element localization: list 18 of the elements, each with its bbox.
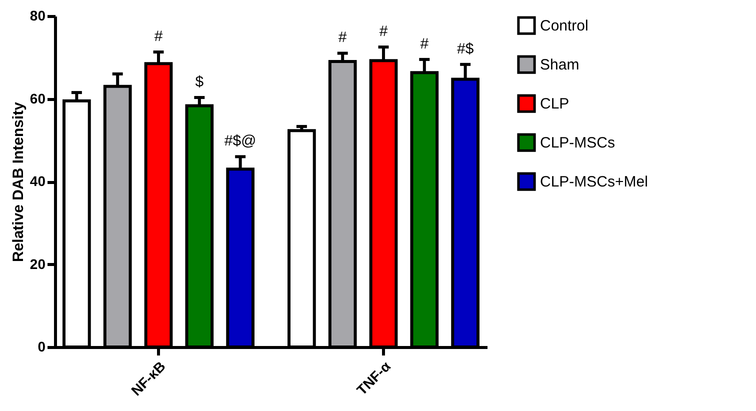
y-axis-title: Relative DAB Intensity	[10, 101, 27, 262]
y-tick-label: 0	[38, 338, 46, 354]
legend-label: CLP-MSCs	[540, 134, 616, 152]
data-label: #$@	[224, 132, 256, 150]
data-label: $	[195, 74, 204, 91]
y-tick-label: 80	[30, 8, 46, 24]
y-tick-label: 60	[30, 90, 46, 106]
data-label: #	[338, 29, 348, 46]
y-tick-label: 20	[30, 256, 46, 272]
legend-label: Sham	[540, 56, 580, 74]
data-label: #$	[456, 40, 474, 58]
data-label: #	[154, 28, 164, 45]
legend-label: Control	[540, 18, 588, 34]
data-label: #	[420, 35, 430, 52]
data-label: #	[379, 23, 388, 40]
y-tick-label: 40	[30, 173, 46, 189]
legend-label: CLP-MSCs+Mel	[540, 174, 648, 190]
legend-label: CLP	[540, 96, 570, 112]
